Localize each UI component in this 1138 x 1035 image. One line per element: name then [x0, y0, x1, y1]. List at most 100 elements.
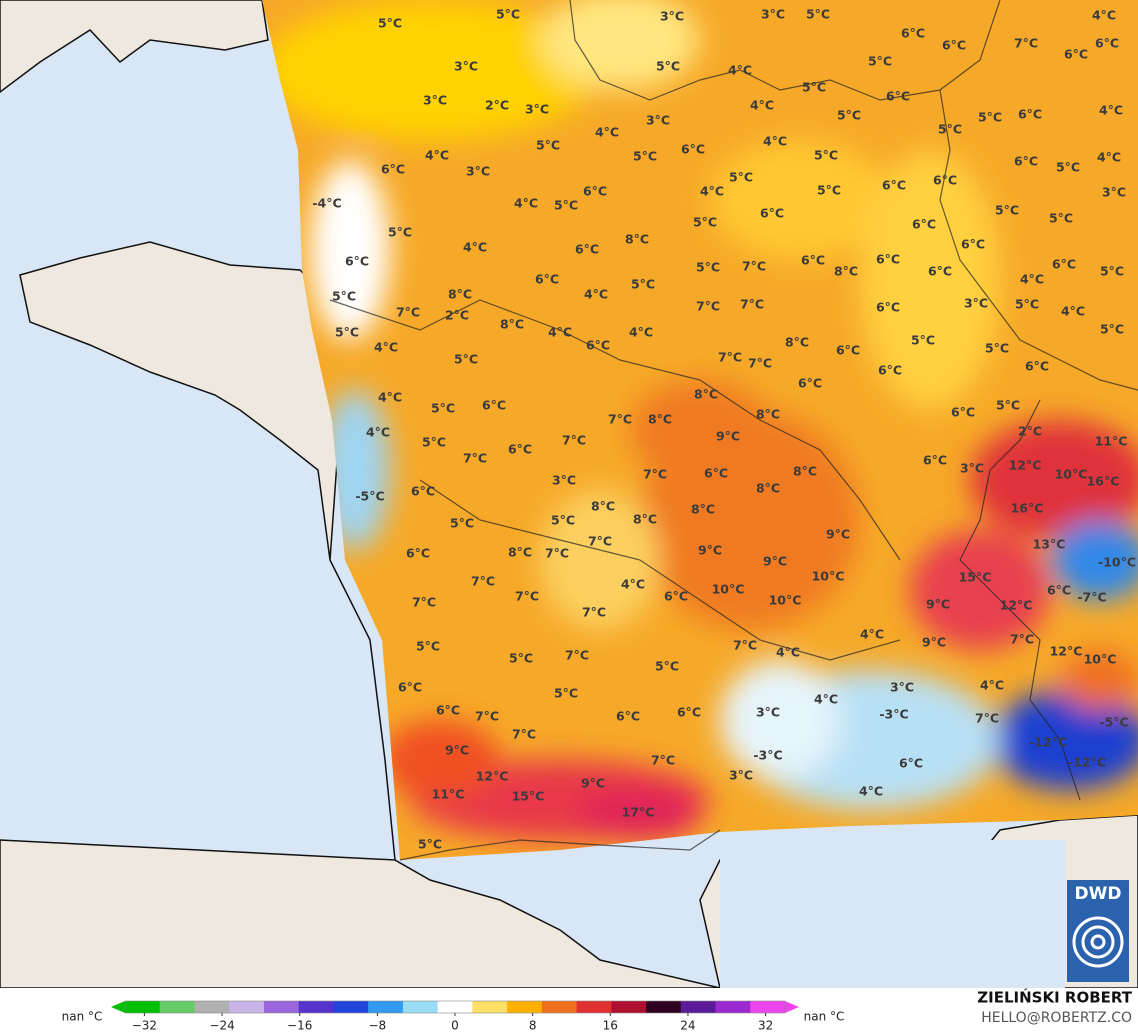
- temperature-label: 4°C: [595, 125, 619, 140]
- temperature-label: 6°C: [876, 252, 900, 267]
- temperature-label: 4°C: [814, 692, 838, 707]
- colorbar-segment: [611, 1001, 647, 1013]
- temperature-label: 6°C: [436, 703, 460, 718]
- temperature-label: 7°C: [471, 574, 495, 589]
- temperature-label: 5°C: [631, 277, 655, 292]
- colorbar-tick-label: −24: [209, 1019, 234, 1033]
- temperature-label: 4°C: [859, 784, 883, 799]
- temperature-label: 4°C: [750, 98, 774, 113]
- temperature-label: 6°C: [482, 398, 506, 413]
- colorbar-segment: [229, 1001, 265, 1013]
- temperature-label: 4°C: [584, 287, 608, 302]
- temperature-label: 6°C: [901, 26, 925, 41]
- colorbar-tick-label: 8: [529, 1019, 537, 1033]
- temperature-label: 6°C: [586, 338, 610, 353]
- temperature-label: 7°C: [475, 709, 499, 724]
- temperature-label: 4°C: [629, 325, 653, 340]
- temperature-label: 9°C: [716, 429, 740, 444]
- temperature-label: 12°C: [1050, 644, 1083, 659]
- temperature-label: 4°C: [514, 196, 538, 211]
- temperature-label: 6°C: [681, 142, 705, 157]
- colorbar-segment: [368, 1001, 404, 1013]
- colorbar-segment: [576, 1001, 612, 1013]
- temperature-label: 3°C: [960, 461, 984, 476]
- temperature-label: 4°C: [378, 390, 402, 405]
- temperature-label: 8°C: [633, 512, 657, 527]
- temperature-label: 6°C: [951, 405, 975, 420]
- temperature-label: 10°C: [1084, 652, 1117, 667]
- temperature-label: 7°C: [608, 412, 632, 427]
- temperature-label: 8°C: [793, 464, 817, 479]
- temperature-label: 4°C: [1092, 8, 1116, 23]
- temperature-label: 6°C: [912, 217, 936, 232]
- temperature-label: -3°C: [753, 748, 782, 763]
- colorbar-segment: [472, 1001, 508, 1013]
- temperature-label: 5°C: [996, 398, 1020, 413]
- colorbar: nan °C nan °C −32 −24 −16 −8 0 8 16 24 32: [62, 1000, 845, 1033]
- temperature-label: 4°C: [1099, 103, 1123, 118]
- temperature-label: 5°C: [536, 138, 560, 153]
- temperature-label: 6°C: [704, 466, 728, 481]
- temperature-label: 6°C: [878, 363, 902, 378]
- temperature-label: 16°C: [1087, 474, 1120, 489]
- colorbar-tick-label: −8: [369, 1019, 387, 1033]
- borders: [329, 0, 1138, 861]
- temperature-label: 3°C: [552, 473, 576, 488]
- temperature-label: 6°C: [1018, 107, 1042, 122]
- temperature-label: 5°C: [1056, 160, 1080, 175]
- temperature-label: 4°C: [1061, 304, 1085, 319]
- colorbar-tick-label: 24: [680, 1019, 695, 1033]
- temperature-label: 11°C: [1095, 434, 1128, 449]
- temperature-label: 6°C: [616, 709, 640, 724]
- temperature-label: 8°C: [448, 287, 472, 302]
- temperature-label: 6°C: [882, 178, 906, 193]
- temperature-label: 6°C: [876, 300, 900, 315]
- temperature-label: 12°C: [476, 769, 509, 784]
- colorbar-segment: [402, 1001, 439, 1013]
- temperature-label: 4°C: [621, 577, 645, 592]
- temperature-label: 3°C: [1102, 185, 1126, 200]
- temperature-label: 5°C: [335, 325, 359, 340]
- temperature-label: 5°C: [388, 225, 412, 240]
- temperature-label: 6°C: [508, 442, 532, 457]
- temperature-label: 6°C: [411, 484, 435, 499]
- temperature-label: 5°C: [814, 148, 838, 163]
- temperature-label: 3°C: [454, 59, 478, 74]
- temperature-label: 3°C: [646, 113, 670, 128]
- temperature-label: 7°C: [975, 711, 999, 726]
- temperature-label: 3°C: [890, 680, 914, 695]
- temperature-label: -12°C: [1029, 735, 1067, 750]
- temperature-label: 6°C: [398, 680, 422, 695]
- temperature-label: 4°C: [1097, 150, 1121, 165]
- temperature-label: 5°C: [1100, 264, 1124, 279]
- temperature-label: 6°C: [575, 242, 599, 257]
- temperature-label: 3°C: [466, 164, 490, 179]
- colorbar-segment: [715, 1001, 751, 1013]
- temperature-label: 8°C: [500, 317, 524, 332]
- logo-swirl: [1072, 916, 1124, 968]
- temperature-label: 9°C: [826, 527, 850, 542]
- temperature-label: 6°C: [933, 173, 957, 188]
- temperature-label: -3°C: [879, 707, 908, 722]
- temperature-label: 2°C: [445, 308, 469, 323]
- legend-right-label: nan °C: [804, 1010, 845, 1024]
- temperature-label: 5°C: [656, 59, 680, 74]
- temperature-label: 7°C: [412, 595, 436, 610]
- temperature-label: -10°C: [1098, 555, 1136, 570]
- temperature-label: 3°C: [729, 768, 753, 783]
- temperature-label: 16°C: [1011, 501, 1044, 516]
- temperature-label: 7°C: [463, 451, 487, 466]
- temperature-label: 10°C: [1055, 467, 1088, 482]
- colorbar-segment: [680, 1001, 717, 1013]
- temperature-label: 5°C: [978, 110, 1002, 125]
- temperature-label: 6°C: [1047, 583, 1071, 598]
- temperature-label: 6°C: [1064, 47, 1088, 62]
- temperature-label: 10°C: [812, 569, 845, 584]
- temperature-label: 7°C: [1014, 36, 1038, 51]
- colorbar-segment: [333, 1001, 369, 1013]
- temperature-label: 15°C: [959, 570, 992, 585]
- colorbar-segment: [646, 1001, 682, 1013]
- temperature-label: 17°C: [622, 805, 655, 820]
- colorbar-segment: [159, 1001, 195, 1013]
